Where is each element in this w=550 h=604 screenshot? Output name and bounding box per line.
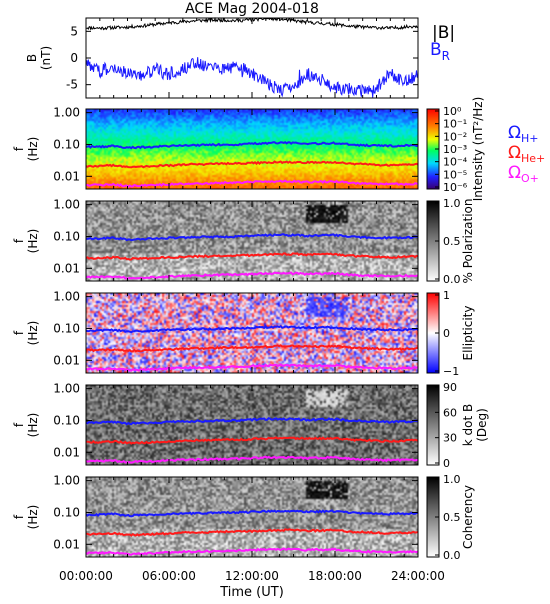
time-tick-label: 12:00:00 <box>225 569 279 583</box>
time-tick-label: 24:00:00 <box>391 569 445 583</box>
coherency-spectrogram <box>86 477 418 557</box>
panels: 50-5B (nT)1.000.100.01f (Hz)10⁰10⁻¹10⁻²10⁻… <box>12 16 489 562</box>
intensity-colorbar-label: 10⁻² <box>443 130 467 143</box>
polarization-ytick-label: 1.00 <box>53 198 80 212</box>
figure-title: ACE Mag 2004-018 <box>185 1 319 17</box>
series-line-BR <box>85 57 419 98</box>
k-dot-b-gyro-line-Op <box>85 455 418 464</box>
ellipticity-gyro-line-Hep <box>85 344 419 353</box>
x-axis-title: Time (UT) <box>219 585 284 600</box>
ellipticity-spectrogram <box>86 293 418 373</box>
k-dot-b-ytick-label: 1.00 <box>53 382 80 396</box>
legend-omega-He-sub: He+ <box>521 152 545 165</box>
polarization-colorbar-title: % Polarization <box>461 199 475 284</box>
coherency-colorbar-label: 0.0 <box>443 549 461 562</box>
ellipticity-colorbar-label: −1 <box>443 365 459 378</box>
ellipticity-ylabel-1: f <box>12 330 26 335</box>
ellipticity-ylabel-2: (Hz) <box>26 321 40 346</box>
ellipticity-gyro-line-Hp <box>85 324 419 334</box>
coherency-ylabel-2: (Hz) <box>26 505 40 530</box>
time-tick-label: 18:00:00 <box>308 569 362 583</box>
k-dot-b-colorbar-title-2: (Deg) <box>475 408 489 442</box>
legend-omega-H: ΩH+ <box>508 123 539 145</box>
intensity-colorbar-label: 10⁻⁶ <box>443 181 468 194</box>
intensity-spectrogram <box>86 109 418 189</box>
legend-BR-main: B <box>430 40 442 60</box>
coherency-colorbar-title: Coherency <box>461 485 475 549</box>
ellipticity-colorbar-label: 1 <box>443 289 450 302</box>
k-dot-b-colorbar <box>426 384 440 466</box>
polarization-ylabel-2: (Hz) <box>26 229 40 254</box>
coherency-ytick-label: 0.01 <box>53 537 80 551</box>
mag-ylabel-2: (nT) <box>39 46 53 70</box>
intensity-colorbar-label: 10⁻⁵ <box>443 168 467 181</box>
legend-omega-H-sub: H+ <box>521 132 539 145</box>
mag-plot-area <box>86 18 418 98</box>
k-dot-b-gyro-line-Hep <box>85 436 419 445</box>
polarization-colorbar-label: 0.0 <box>443 273 461 286</box>
k-dot-b-colorbar-label: 0 <box>443 457 450 470</box>
polarization-ylabel-1: f <box>12 238 26 243</box>
polarization-ytick-label: 0.10 <box>53 229 80 243</box>
k-dot-b-spectrogram <box>86 385 418 465</box>
intensity-ylabel-2: (Hz) <box>26 137 40 162</box>
polarization-gyro-line-Hp <box>85 233 419 242</box>
intensity-ylabel-1: f <box>12 146 26 151</box>
k-dot-b-colorbar-title: k dot B <box>461 404 475 446</box>
coherency-colorbar-label: 1.0 <box>443 473 461 486</box>
polarization-ytick-label: 0.01 <box>53 261 80 275</box>
polarization-colorbar-label: 0.5 <box>443 235 461 248</box>
intensity-gyro-line-Hp <box>85 141 419 150</box>
coherency-gyro-line-Hep <box>85 528 419 537</box>
k-dot-b-ytick-label: 0.01 <box>53 445 80 459</box>
ellipticity-ytick-label: 0.01 <box>53 353 80 367</box>
intensity-gyro-line-Hep <box>85 160 419 169</box>
intensity-gyro-line-Op <box>85 179 419 188</box>
k-dot-b-colorbar-label: 90 <box>443 381 457 394</box>
k-dot-b-gyro-line-Hp <box>85 417 419 426</box>
ellipticity-colorbar-label: 0 <box>443 327 450 340</box>
time-tick-label: 00:00:00 <box>59 569 113 583</box>
mag-ytick-label: -5 <box>66 78 78 92</box>
legend-absB: |B| <box>432 23 455 43</box>
ellipticity-colorbar-title: Ellipticity <box>461 306 475 361</box>
mag-ytick-label: 0 <box>70 51 78 65</box>
time-axis-labels: 00:00:00 06:00:00 12:00:00 18:00:00 24:00:00 <box>59 569 445 583</box>
intensity-ytick-label: 1.00 <box>53 106 80 120</box>
intensity-colorbar-label: 10⁰ <box>443 105 462 118</box>
coherency-gyro-line-Hp <box>85 509 419 518</box>
mag-ylabel-1: B <box>25 54 39 62</box>
polarization-spectrogram <box>86 201 418 281</box>
polarization-gyro-line-Hep <box>85 252 419 261</box>
intensity-ytick-label: 0.10 <box>53 137 80 151</box>
k-dot-b-ytick-label: 0.10 <box>53 413 80 427</box>
legend-omega-O-sub: O+ <box>521 172 539 185</box>
intensity-colorbar-label: 10⁻⁴ <box>443 156 468 169</box>
intensity-colorbar-label: 10⁻¹ <box>443 118 467 131</box>
k-dot-b-ylabel-1: f <box>12 422 26 427</box>
k-dot-b-colorbar-label: 60 <box>443 406 457 419</box>
legend-BR: BR <box>430 40 450 63</box>
coherency-gyro-line-Op <box>85 547 419 556</box>
time-tick-label: 06:00:00 <box>142 569 196 583</box>
ellipticity-ytick-label: 0.10 <box>53 321 80 335</box>
ellipticity-ytick-label: 1.00 <box>53 290 80 304</box>
coherency-ytick-label: 1.00 <box>53 474 80 488</box>
intensity-colorbar-label: 10⁻³ <box>443 143 467 156</box>
polarization-gyro-line-Op <box>85 271 419 280</box>
mag-ytick-label: 5 <box>70 24 78 38</box>
k-dot-b-ylabel-2: (Hz) <box>26 413 40 438</box>
intensity-colorbar-title: Intensity (nT²/Hz) <box>471 97 485 202</box>
polarization-colorbar-label: 1.0 <box>443 197 461 210</box>
coherency-ytick-label: 0.10 <box>53 505 80 519</box>
legend-BR-sub: R <box>442 49 450 63</box>
k-dot-b-colorbar-label: 30 <box>443 432 457 445</box>
legend-omega-O: ΩO+ <box>508 163 539 185</box>
coherency-ylabel-1: f <box>12 514 26 519</box>
intensity-ytick-label: 0.01 <box>53 169 80 183</box>
legend-omega-He: ΩHe+ <box>508 143 545 165</box>
ellipticity-gyro-line-Op <box>85 363 419 372</box>
coherency-colorbar-label: 0.5 <box>443 511 461 524</box>
